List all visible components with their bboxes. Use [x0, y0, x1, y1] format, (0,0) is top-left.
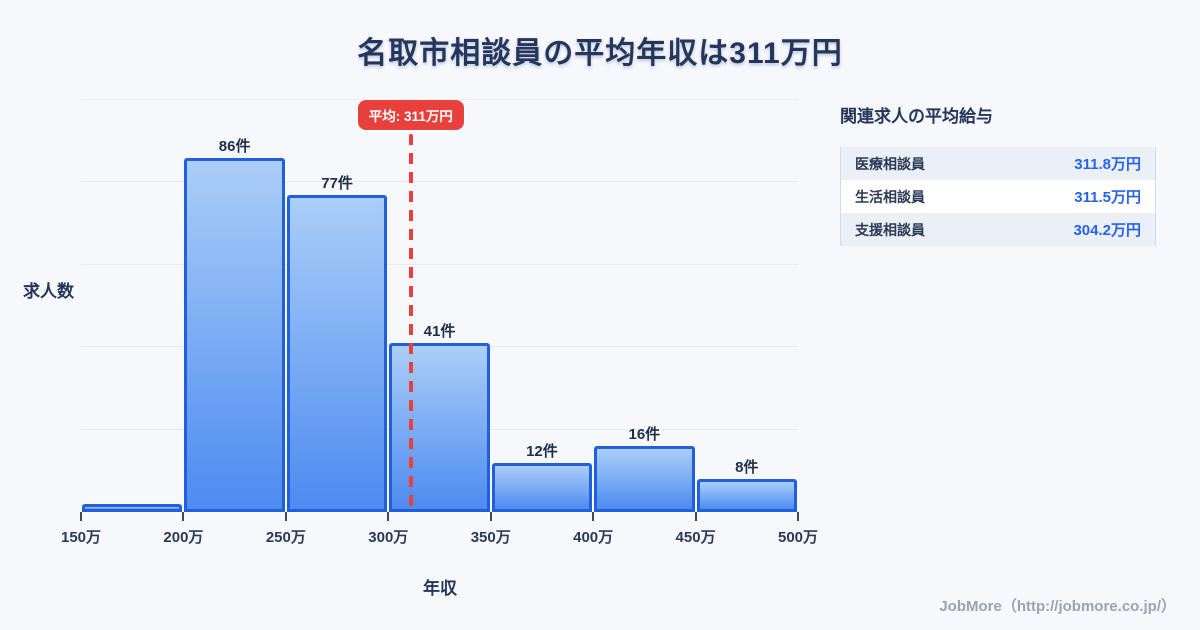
x-axis-tick-label: 250万: [265, 529, 306, 546]
histogram-bar: 12件: [491, 443, 593, 512]
x-axis-tick: [489, 512, 492, 521]
x-axis-tick-label: 450万: [675, 529, 716, 546]
x-axis-tick-label: 350万: [470, 529, 511, 546]
related-job-salary: 304.2万円: [1073, 222, 1141, 239]
x-axis-tick: [80, 512, 82, 521]
related-salary-panel: 関連求人の平均給与 医療相談員 311.8万円生活相談員 311.5万円支援相談員 3…: [840, 102, 1156, 246]
x-axis-tick-label: 200万: [163, 529, 204, 546]
bar-value-label: 86件: [218, 137, 251, 155]
related-salary-row: 支援相談員 304.2万円: [841, 213, 1155, 246]
x-axis-tick-label: 300万: [368, 529, 409, 546]
average-dashed-line: [408, 134, 413, 512]
histogram-plot-area: 平均: 311万円 86件 77件 41件 12件 16件 8件 150万 200万 250万 3…: [61, 99, 818, 546]
related-salary-heading: 関連求人の平均給与: [840, 107, 993, 126]
average-badge: 平均: 311万円: [357, 100, 464, 130]
histogram-bar: 77件: [286, 175, 388, 512]
related-job-salary: 311.5万円: [1074, 189, 1141, 206]
gridline: [81, 181, 798, 183]
bar-value-label: 77件: [321, 174, 353, 192]
bar-value-label: 41件: [423, 323, 456, 341]
related-salary-row: 医療相談員 311.8万円: [841, 147, 1155, 180]
x-axis-tick-label: 500万: [777, 529, 819, 546]
y-axis-title: 求人数: [23, 282, 74, 301]
bar-value-label: 12件: [526, 442, 558, 460]
x-axis-tick: [182, 512, 185, 521]
related-salary-row: 生活相談員 311.5万円: [841, 180, 1155, 213]
histogram-bar: 86件: [184, 138, 285, 512]
bar-value-label: 8件: [735, 459, 759, 477]
related-job-label: 医療相談員: [855, 155, 925, 172]
x-axis-tick-label: 150万: [60, 529, 102, 546]
bar-value-label: 16件: [628, 426, 661, 444]
histogram-bar: 16件: [594, 426, 695, 512]
histogram-bar: 8件: [696, 459, 797, 512]
x-axis-tick: [797, 512, 799, 521]
x-axis-tick: [694, 512, 697, 521]
related-job-label: 生活相談員: [855, 188, 925, 205]
gridline: [81, 99, 798, 100]
histogram-bar: 41件: [389, 323, 490, 512]
related-job-salary: 311.8万円: [1074, 156, 1141, 173]
related-salary-table: 医療相談員 311.8万円生活相談員 311.5万円支援相談員 304.2万円: [840, 147, 1156, 246]
x-axis-tick: [387, 512, 390, 521]
page-title: 名取市相談員の平均年収は311万円: [357, 37, 843, 70]
x-axis-tick: [284, 512, 287, 521]
footer-credit: JobMore（http://jobmore.co.jp/）: [939, 598, 1176, 615]
histogram-bar: [82, 503, 183, 512]
x-axis-tick: [592, 512, 595, 521]
x-axis-tick-label: 400万: [573, 529, 614, 546]
related-job-label: 支援相談員: [855, 221, 925, 238]
gridline: [81, 263, 798, 265]
x-axis-title: 年収: [423, 579, 457, 598]
